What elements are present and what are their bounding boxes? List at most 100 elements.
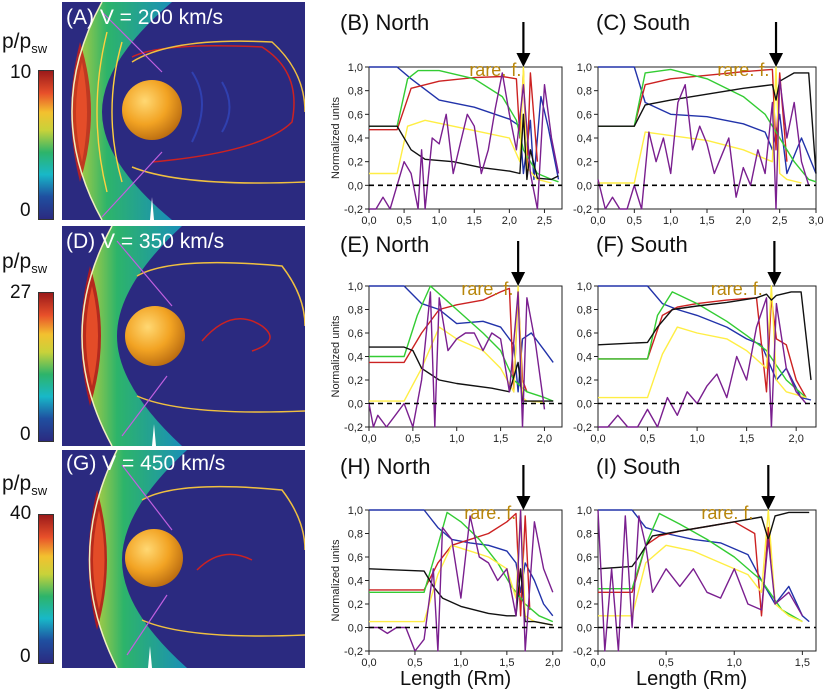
colorbar-min-2: 0: [20, 424, 31, 445]
y-tick-label: 0,2: [348, 157, 363, 169]
series-line-green: [369, 285, 554, 402]
y-tick-label: 0,4: [348, 133, 363, 145]
x-tick-label: 2,0: [736, 215, 751, 227]
x-tick-label: 1,0: [449, 433, 464, 445]
series-line-purple: [598, 297, 807, 428]
series-line-yellow: [369, 509, 553, 626]
y-axis-label: Normalized units: [330, 315, 342, 397]
y-tick-label: 0,8: [348, 305, 363, 317]
y-tick-label: -0,2: [344, 422, 363, 434]
simulation-map-3: [62, 450, 305, 668]
y-tick-label: -0,2: [573, 204, 592, 216]
y-tick-label: 0,6: [348, 552, 363, 564]
arrow-head: [767, 272, 782, 286]
x-tick-label: 1,5: [493, 433, 508, 445]
y-tick-label: 0,2: [577, 157, 592, 169]
x-axis-label-i: Length (Rm): [636, 668, 748, 690]
colorbar-min-3: 0: [20, 646, 31, 667]
x-tick-label: 1,5: [499, 657, 514, 669]
arrow-head: [516, 496, 531, 510]
chart-6: 0,0 0,5 1,0 1,5-0,20,00,20,40,60,81,0(I) So…: [573, 454, 817, 669]
chart-title: (I) South: [596, 454, 680, 479]
y-tick-label: 0,2: [577, 375, 592, 387]
x-tick-label: 1,5: [699, 215, 714, 227]
series-line-yellow: [598, 66, 802, 184]
y-tick-label: 1,0: [348, 62, 363, 74]
y-tick-label: 0,0: [348, 180, 363, 192]
x-tick-label: 0,5: [405, 433, 420, 445]
series-line-red: [369, 287, 528, 393]
arrow-head: [511, 272, 526, 286]
y-tick-label: -0,2: [573, 646, 592, 658]
chart-title: (H) North: [340, 454, 430, 479]
x-axis-label-h: Length (Rm): [400, 668, 512, 690]
x-tick-label: 0,0: [590, 215, 605, 227]
chart-5: 0,0 0,5 1,0 1,5 2,0-0,20,00,20,40,60,81,0(H)…: [330, 454, 563, 669]
series-line-red: [369, 69, 539, 175]
y-tick-label: 0,6: [348, 328, 363, 340]
x-tick-label: 3,0: [808, 215, 823, 227]
series-line-blue: [369, 509, 554, 617]
x-tick-label: 0,0: [361, 433, 376, 445]
x-tick-label: 2,0: [789, 433, 804, 445]
colorbar-2: [38, 292, 54, 442]
y-tick-label: 0,4: [577, 352, 592, 364]
y-tick-label: 1,0: [577, 505, 592, 517]
y-tick-label: 0,6: [577, 552, 592, 564]
x-tick-label: 2,0: [537, 433, 552, 445]
chart-title: (E) North: [340, 232, 429, 257]
colorbar-max-3: 40: [10, 503, 32, 524]
series-line-black: [369, 346, 554, 402]
y-tick-label: 0,0: [577, 623, 592, 635]
y-tick-label: 0,6: [348, 109, 363, 121]
x-tick-label: 0,5: [407, 657, 422, 669]
y-tick-label: 0,0: [348, 623, 363, 635]
colorbar-label-2: p/psw: [2, 250, 48, 277]
series-line-green: [369, 511, 554, 623]
y-tick-label: 0,8: [577, 86, 592, 98]
y-tick-label: 0,4: [577, 133, 592, 145]
series-line-green: [598, 68, 817, 183]
colorbar-label-3: p/psw: [2, 472, 48, 499]
series-line-blue: [598, 66, 817, 175]
y-tick-label: 0,2: [577, 599, 592, 611]
series-line-black: [369, 113, 559, 181]
x-tick-label: 1,0: [453, 657, 468, 669]
arrow-head: [769, 53, 784, 67]
map-title-3: (G) V = 450 km/s: [66, 452, 226, 475]
x-tick-label: 1,0: [689, 433, 704, 445]
chart-1: 0,0 0,5 1,0 1,5 2,0 2,5-0,20,00,20,40,60,81,0…: [330, 10, 563, 227]
y-tick-label: 0,2: [348, 375, 363, 387]
x-tick-label: 0,5: [396, 215, 411, 227]
x-tick-label: 0,0: [361, 215, 376, 227]
annotation-rare-f: rare. f.: [717, 60, 769, 80]
y-tick-label: -0,2: [573, 422, 592, 434]
plot-frame: [597, 66, 817, 210]
chart-2: 0,0 0,5 1,0 1,5 2,0 2,5 3,0-0,20,00,20,40,60,8…: [573, 10, 824, 227]
series-line-purple: [597, 509, 804, 652]
series-line-blue: [369, 285, 554, 393]
colorbar-max-2: 27: [10, 282, 32, 303]
x-tick-label: 2,0: [502, 215, 517, 227]
chart-3: 0,0 0,5 1,0 1,5 2,0-0,20,00,20,40,60,81,0(E)…: [330, 232, 563, 445]
x-tick-label: 1,5: [795, 657, 810, 669]
y-tick-label: 0,8: [577, 305, 592, 317]
y-tick-label: -0,2: [344, 204, 363, 216]
colorbar-3: [38, 514, 54, 664]
simulation-map-1: [62, 2, 305, 220]
annotation-rare-f: rare. f.: [461, 279, 513, 299]
annotation-rare-f: rare. f.: [469, 60, 521, 80]
x-tick-label: 0,5: [658, 657, 673, 669]
series-line-black: [597, 291, 812, 381]
colorbar-label-1: p/psw: [2, 30, 48, 57]
plot-frame: [597, 509, 817, 652]
chart-title: (C) South: [596, 10, 690, 35]
annotation-rare-f: rare. f.: [464, 503, 516, 523]
x-tick-label: 1,0: [727, 657, 742, 669]
y-tick-label: 0,4: [348, 352, 363, 364]
y-tick-label: 1,0: [577, 62, 592, 74]
plot-frame: [597, 285, 817, 428]
annotation-rare-f: rare. f.: [701, 503, 753, 523]
y-tick-label: -0,2: [344, 646, 363, 658]
